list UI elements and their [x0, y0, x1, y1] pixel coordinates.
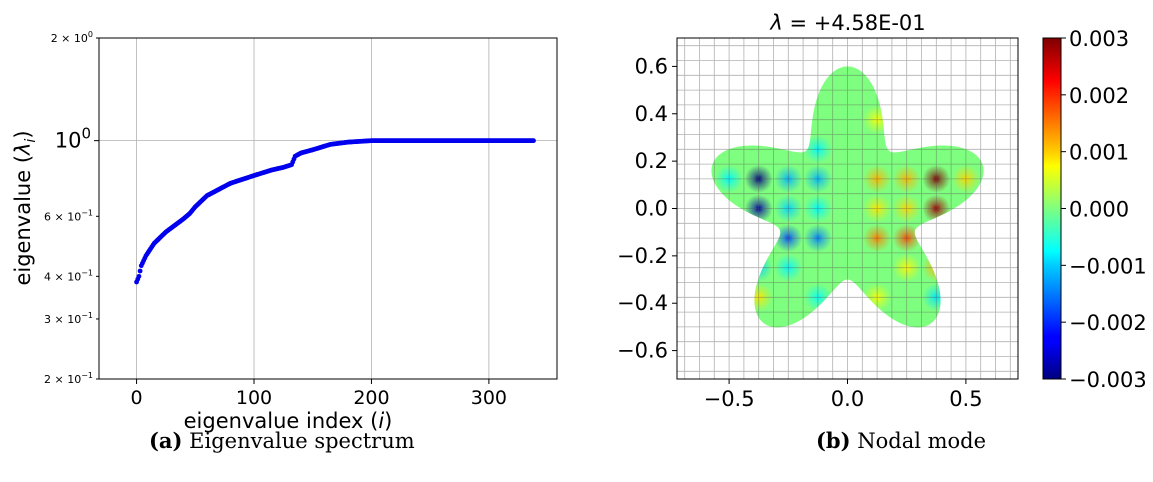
heatmap-grid-overlay: [677, 38, 1018, 379]
colorbar-tick-label: 0.000: [1069, 198, 1129, 222]
spectrum-point: [136, 273, 142, 279]
caption-b-text: Nodal mode: [850, 429, 987, 453]
x-tick-label: 200: [353, 387, 389, 409]
eigenvalue-spectrum-plot: 0 100 200 300 2 × 100 100 6 × 10−1 4 × 10−1 3 ×…: [11, 30, 558, 433]
y-tick-label: 0.0: [635, 197, 668, 221]
y-tick-label: 0.6: [635, 54, 668, 78]
heatmap-node: [892, 253, 921, 282]
spectrum-axes-frame: [98, 37, 558, 380]
spectrum-y-ticks: 2 × 100 100 6 × 10−1 4 × 10−1 3 × 10−1 2 × 10…: [44, 30, 99, 386]
heatmap-node: [774, 224, 803, 253]
y-tick-label: 6 × 10−1: [44, 208, 93, 223]
nodal-mode-plot: λ = +4.58E-01 −0.5 0.0 0.5 0.60.40.20.0−0.…: [617, 11, 1147, 411]
heatmap-node: [892, 224, 921, 253]
spectrum-grid: [99, 38, 557, 379]
heatmap-node: [863, 194, 892, 223]
heatmap-y-ticks: 0.6 0.4 0.2 0.0 −0.2 −0.4 −0.6: [617, 54, 677, 363]
x-tick-label: 0: [131, 387, 143, 409]
heatmap-node: [863, 164, 892, 193]
colorbar-tick-label: 0.001: [1069, 141, 1129, 165]
colorbar-tick-label: −0.003: [1069, 368, 1147, 392]
caption-b-label: (b): [816, 428, 851, 453]
heatmap-node: [951, 164, 980, 193]
heatmap-node: [715, 164, 744, 193]
spectrum-series: [134, 138, 536, 285]
colorbar-tick-label: −0.002: [1069, 311, 1147, 335]
heatmap-node: [803, 224, 832, 253]
x-tick-label: 0.0: [831, 387, 864, 411]
colorbar-tick-label: 0.003: [1069, 27, 1129, 51]
spectrum-x-axis-label: eigenvalue index (i): [184, 409, 393, 433]
y-tick-label: 2 × 10−1: [44, 371, 93, 386]
caption-a: (a) Eigenvalue spectrum: [149, 428, 415, 453]
y-tick-label: −0.4: [617, 291, 668, 315]
heatmap-node: [863, 224, 892, 253]
y-tick-label: 4 × 10−1: [44, 268, 93, 283]
heatmap-node: [803, 164, 832, 193]
caption-a-text: Eigenvalue spectrum: [182, 429, 415, 453]
heatmap-node: [803, 135, 832, 164]
caption-a-label: (a): [149, 428, 183, 453]
spectrum-point: [531, 138, 536, 144]
colorbar-ticks: 0.003 0.002 0.001 0.000 −0.001 −0.002 −0.003: [1061, 27, 1147, 392]
colorbar-tick-label: 0.002: [1069, 84, 1129, 108]
y-tick-label: 100: [55, 125, 91, 153]
y-tick-label: 0.4: [635, 102, 668, 126]
spectrum-x-ticks: 0 100 200 300: [131, 379, 507, 409]
heatmap-node: [774, 164, 803, 193]
heatmap-node: [744, 164, 773, 193]
y-tick-label: 3 × 10−1: [44, 311, 93, 326]
colorbar: [1042, 37, 1062, 380]
spectrum-y-axis-label: eigenvalue (λi): [11, 130, 39, 285]
heatmap-node: [892, 194, 921, 223]
x-tick-label: 300: [471, 387, 507, 409]
x-tick-label: 0.5: [949, 387, 982, 411]
heatmap-node: [892, 164, 921, 193]
x-tick-label: −0.5: [704, 387, 755, 411]
y-tick-label: −0.2: [617, 244, 668, 268]
y-tick-label: −0.6: [617, 339, 668, 363]
y-tick-label: 0.2: [635, 149, 668, 173]
heatmap-x-ticks: −0.5 0.0 0.5: [704, 379, 983, 411]
nodal-mode-title: λ = +4.58E-01: [769, 11, 925, 35]
heatmap-node: [922, 164, 951, 193]
heatmap-node: [803, 194, 832, 223]
y-tick-label: 2 × 100: [51, 30, 93, 45]
x-tick-label: 100: [236, 387, 272, 409]
caption-b: (b) Nodal mode: [816, 428, 986, 453]
colorbar-tick-label: −0.001: [1069, 254, 1147, 278]
heatmap-node: [774, 194, 803, 223]
spectrum-point: [137, 268, 143, 274]
heatmap-node: [774, 253, 803, 282]
